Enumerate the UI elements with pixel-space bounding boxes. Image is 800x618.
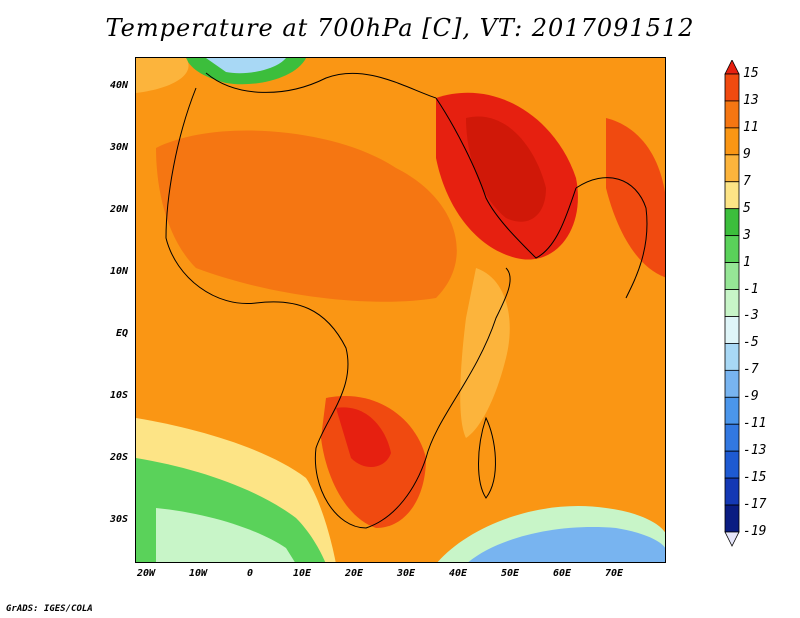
colorbar-segment <box>724 450 740 479</box>
map-panel <box>135 57 666 563</box>
lat-label-eq: EQ <box>115 328 128 339</box>
lon-label-20e: 20E <box>344 568 364 579</box>
temperature-field <box>136 58 665 562</box>
colorbar-segment <box>724 262 740 290</box>
colorbar-segment <box>724 208 740 237</box>
lat-label-30n: 30N <box>109 142 128 153</box>
colorbar-bottom-arrow <box>724 531 740 547</box>
kalahari-hot <box>336 407 391 468</box>
colorbar-label: -5 <box>743 335 759 351</box>
lon-label-0: 0 <box>246 568 254 579</box>
colorbar-segment <box>724 73 740 102</box>
madagascar-outline <box>478 416 496 499</box>
colorbar-label: -17 <box>743 497 767 513</box>
colorbar-segment <box>724 316 740 344</box>
lon-label-50e: 50E <box>500 568 520 579</box>
colorbar-label: -11 <box>743 416 767 432</box>
colorbar-label: -19 <box>743 524 767 539</box>
lon-label-30e: 30E <box>396 568 416 579</box>
africa-coast <box>165 87 511 529</box>
lon-label-60e: 60E <box>552 568 572 579</box>
colorbar-top-arrow <box>724 60 740 75</box>
lon-label-10w: 10W <box>188 568 208 579</box>
colorbar-segment <box>724 127 740 156</box>
southeast-cold <box>468 527 665 562</box>
colorbar-label: -15 <box>743 470 767 486</box>
mediterranean-cold <box>206 58 286 74</box>
colorbar-label: -13 <box>743 443 767 459</box>
colorbar-label: -3 <box>743 308 759 324</box>
colorbar-segment <box>724 154 740 183</box>
sahara-warm-region <box>156 130 457 302</box>
colorbar-segment <box>724 100 740 129</box>
colorbar-segment <box>724 235 740 263</box>
colorbar-segment <box>724 423 740 452</box>
colorbar-segment <box>724 343 740 371</box>
chart-title: Temperature at 700hPa [C], VT: 201709151… <box>105 14 695 42</box>
colorbar-label: 5 <box>743 200 751 216</box>
coastlines <box>165 72 648 529</box>
lat-label-20s: 20S <box>109 452 128 463</box>
colorbar-label: -1 <box>743 281 759 297</box>
colorbar-label: -7 <box>743 362 759 378</box>
colorbar-label: 1 <box>743 254 751 270</box>
colorbar-segment <box>724 477 740 506</box>
lon-label-20w: 20W <box>136 568 156 579</box>
colorbar-segment <box>724 369 740 398</box>
colorbar-label: 15 <box>743 66 759 81</box>
colorbar-label: 7 <box>743 173 751 189</box>
colorbar-label: -9 <box>743 389 759 405</box>
lat-label-40n: 40N <box>109 80 128 91</box>
lon-label-40e: 40E <box>448 568 468 579</box>
colorbar-segment <box>724 396 740 425</box>
india-warm-region <box>606 118 665 278</box>
colorbar-segment <box>724 289 740 317</box>
red-sea-arabia-coast <box>435 97 577 259</box>
credit-text: GrADS: IGES/COLA <box>6 604 93 614</box>
colorbar-segment <box>724 504 740 533</box>
arabia-core <box>466 116 546 222</box>
lon-label-70e: 70E <box>604 568 624 579</box>
north-africa-coast <box>205 72 437 99</box>
lat-label-10n: 10N <box>109 266 128 277</box>
colorbar <box>724 60 740 547</box>
lat-label-20n: 20N <box>109 204 128 215</box>
colorbar-label: 11 <box>743 119 759 135</box>
colorbar-label: 13 <box>743 92 759 108</box>
arabian-sea-coast <box>575 177 648 299</box>
colorbar-label: 9 <box>743 146 751 162</box>
lat-label-30s: 30S <box>109 514 128 525</box>
lat-label-10s: 10S <box>109 390 128 401</box>
southwest-colder <box>156 508 295 562</box>
north-west-mild <box>136 58 189 93</box>
colorbar-segment <box>724 181 740 210</box>
east-africa-mild <box>460 268 510 438</box>
colorbar-label: 3 <box>743 227 751 243</box>
lon-label-10e: 10E <box>292 568 312 579</box>
